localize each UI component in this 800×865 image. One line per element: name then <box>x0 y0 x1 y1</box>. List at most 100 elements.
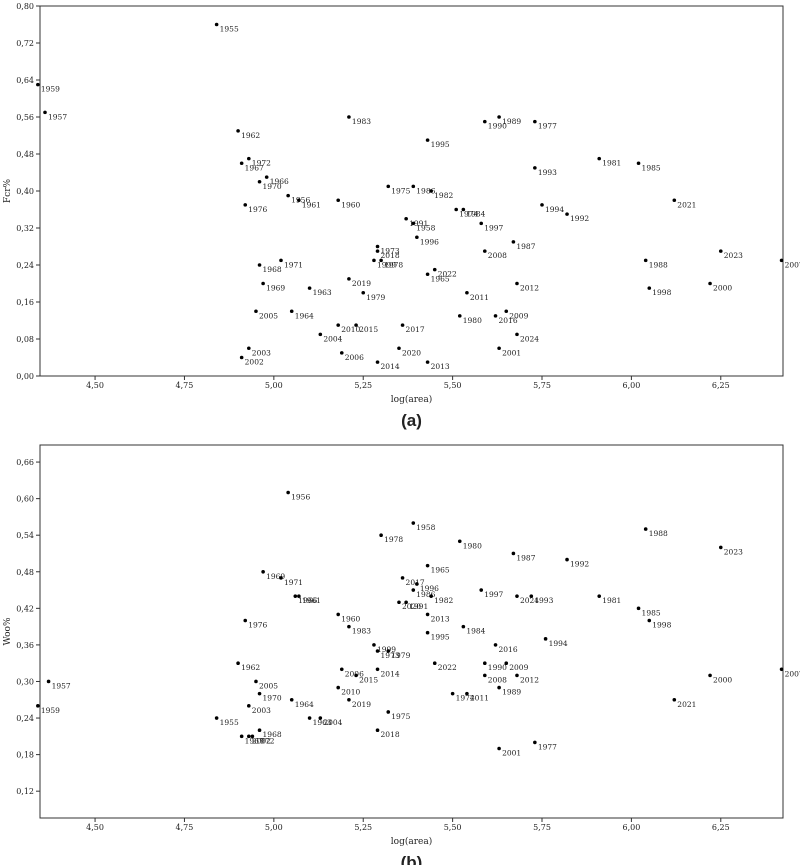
point <box>243 203 248 207</box>
point <box>375 667 380 672</box>
point <box>497 115 501 119</box>
point-label: 2023 <box>724 547 743 556</box>
x-tick-label: 6,00 <box>622 823 640 832</box>
point-label: 2024 <box>520 334 539 343</box>
point-label: 1989 <box>502 117 521 126</box>
point <box>643 258 648 263</box>
point-label: 1994 <box>545 205 564 214</box>
x-tick-label: 6,00 <box>622 381 640 390</box>
point <box>497 746 501 751</box>
point-label: 1986 <box>416 590 435 599</box>
point-label: 2015 <box>359 325 378 334</box>
y-tick-label: 0,56 <box>16 113 34 122</box>
point <box>515 332 519 337</box>
point-label: 2002 <box>252 736 271 745</box>
point-label: 2011 <box>470 293 489 302</box>
point <box>461 624 466 629</box>
point-label: 1972 <box>255 736 274 745</box>
caption: (a) <box>401 411 422 430</box>
point-label: 1959 <box>41 706 60 715</box>
point <box>339 351 344 355</box>
point <box>46 679 51 684</box>
point-label: 1987 <box>516 242 535 251</box>
point-label: 2007 <box>785 260 800 269</box>
point-label: 1998 <box>652 621 671 630</box>
y-tick-label: 0,60 <box>16 495 34 504</box>
point <box>375 249 380 253</box>
point-label: 1977 <box>538 742 557 751</box>
point-label: 1982 <box>434 191 453 200</box>
point-label: 2021 <box>677 700 696 709</box>
point-label: 1991 <box>409 219 428 228</box>
point <box>307 716 312 720</box>
x-tick-label: 6,25 <box>712 823 730 832</box>
point <box>779 258 784 263</box>
point-label: 1996 <box>420 584 439 593</box>
point-label: 2009 <box>509 311 528 320</box>
point-label: 1964 <box>295 311 314 320</box>
point <box>397 346 401 351</box>
x-tick-label: 5,00 <box>265 381 283 390</box>
point <box>307 286 312 290</box>
point <box>515 673 519 678</box>
point-label: 1982 <box>434 596 453 605</box>
point-label: 1961 <box>302 596 321 605</box>
y-tick-label: 0,32 <box>16 224 34 233</box>
point-label: 1967 <box>245 163 264 172</box>
point-label: 1964 <box>295 700 314 709</box>
point-label: 2008 <box>488 675 507 684</box>
point <box>565 557 569 562</box>
point <box>597 156 602 161</box>
point <box>318 332 323 337</box>
point <box>243 618 248 623</box>
point <box>386 184 391 189</box>
point-label: 1976 <box>248 621 267 630</box>
point <box>493 643 498 647</box>
x-tick-label: 4,75 <box>176 381 194 390</box>
point <box>411 184 416 189</box>
point <box>404 216 408 221</box>
point-label: 1960 <box>341 200 360 209</box>
point <box>247 156 251 161</box>
y-tick-label: 0,40 <box>16 187 34 196</box>
y-tick-label: 0,48 <box>16 150 34 159</box>
point-label: 2022 <box>438 270 457 279</box>
point-label: 1985 <box>642 608 661 617</box>
point-label: 1996 <box>420 237 439 246</box>
x-tick-label: 5,00 <box>265 823 283 832</box>
point-label: 1993 <box>538 168 557 177</box>
point-label: 2011 <box>470 694 489 703</box>
point <box>36 82 40 87</box>
point <box>511 240 516 244</box>
point <box>286 490 290 495</box>
y-tick-label: 0,08 <box>16 335 34 344</box>
point-label: 2004 <box>323 334 342 343</box>
point <box>533 166 537 170</box>
point-label: 1992 <box>570 214 589 223</box>
point-label: 2001 <box>502 348 521 357</box>
point <box>504 309 509 314</box>
point-label: 1966 <box>298 596 317 605</box>
point <box>429 189 433 193</box>
x-tick-label: 4,50 <box>86 823 104 832</box>
point-label: 2016 <box>499 645 518 654</box>
x-tick-label: 5,75 <box>533 381 551 390</box>
x-tick-label: 4,75 <box>176 823 194 832</box>
point <box>482 673 487 678</box>
plot-frame <box>39 444 784 819</box>
point-label: 1956 <box>291 196 310 205</box>
point-label: 1968 <box>263 265 282 274</box>
point-label: 1970 <box>263 694 282 703</box>
point-label: 1963 <box>313 288 332 297</box>
point-label: 1984 <box>466 210 485 219</box>
point-label: 1990 <box>488 663 507 672</box>
point-label: 2013 <box>431 614 450 623</box>
point <box>354 673 358 678</box>
point <box>461 207 466 212</box>
point <box>372 643 376 647</box>
point-label: 1965 <box>431 566 450 575</box>
point <box>425 612 430 617</box>
y-tick-label: 0,48 <box>16 568 34 577</box>
y-tick-label: 0,72 <box>16 39 34 48</box>
point <box>347 624 351 629</box>
